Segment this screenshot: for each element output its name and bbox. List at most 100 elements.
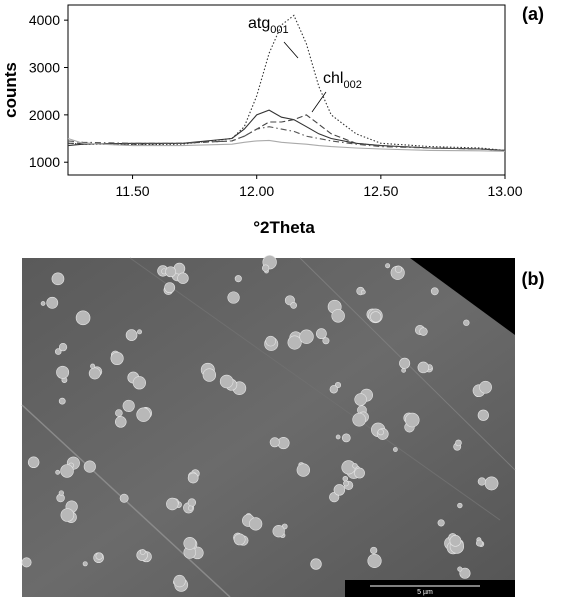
particle xyxy=(477,409,489,421)
particle xyxy=(394,265,403,273)
particle xyxy=(110,351,124,365)
particle xyxy=(310,558,322,570)
sem-image: 5 µm xyxy=(21,255,516,597)
particle xyxy=(272,525,285,538)
annotation-subscript: 001 xyxy=(270,24,288,36)
particle xyxy=(166,497,179,511)
x-tick-label: 13.00 xyxy=(487,183,522,199)
annotation-leader xyxy=(311,91,327,113)
particle xyxy=(234,275,242,283)
particle xyxy=(187,472,199,484)
particle xyxy=(367,553,382,568)
particle xyxy=(60,464,74,478)
particle xyxy=(90,363,96,369)
particle xyxy=(136,407,151,422)
particle xyxy=(165,266,177,278)
plot-frame xyxy=(67,4,506,176)
particle xyxy=(352,463,358,469)
particle xyxy=(187,498,197,507)
particle xyxy=(341,433,351,443)
particle xyxy=(475,539,483,547)
data-line xyxy=(67,14,506,151)
annotation-text: atg xyxy=(248,15,270,32)
sem-streak xyxy=(129,257,501,521)
particle xyxy=(27,456,40,468)
particle xyxy=(55,469,61,475)
panel-label: (b) xyxy=(522,269,545,289)
particle xyxy=(354,467,365,479)
particle xyxy=(202,368,217,382)
particle xyxy=(360,289,366,295)
y-tick-label: 1000 xyxy=(29,154,60,170)
sem-edge xyxy=(410,258,515,335)
particle xyxy=(249,517,263,531)
x-tick-label: 11.50 xyxy=(116,183,150,199)
particle xyxy=(46,296,59,309)
particle xyxy=(164,282,176,294)
particle xyxy=(342,475,349,482)
particle xyxy=(299,329,314,344)
particle xyxy=(463,319,470,326)
particle xyxy=(21,557,32,568)
particle xyxy=(82,561,88,567)
particle xyxy=(484,476,499,491)
particle xyxy=(58,397,66,405)
particle xyxy=(125,329,138,341)
annotation-leader xyxy=(283,41,299,59)
annotation-subscript: 002 xyxy=(343,79,361,91)
particle xyxy=(187,505,194,511)
particle xyxy=(173,574,186,588)
sem-background xyxy=(22,258,515,597)
x-tick-label: 12.50 xyxy=(363,183,398,199)
particle xyxy=(132,376,146,390)
particle xyxy=(54,348,62,355)
particle xyxy=(122,399,135,412)
particle xyxy=(265,335,276,347)
particle xyxy=(393,447,398,452)
annotation: atg001 xyxy=(248,15,289,36)
particle xyxy=(455,439,462,447)
annotation: chl002 xyxy=(323,70,362,91)
particle xyxy=(219,374,234,389)
particle xyxy=(137,329,142,335)
particle xyxy=(233,533,246,546)
particle xyxy=(75,310,91,326)
particle xyxy=(404,412,420,428)
y-tick-label: 4000 xyxy=(29,12,60,28)
y-tick-label: 3000 xyxy=(29,60,60,76)
particle xyxy=(56,365,70,379)
particle xyxy=(183,537,197,550)
particle xyxy=(430,287,439,296)
y-axis-title: counts xyxy=(1,62,20,118)
data-line xyxy=(68,114,506,151)
particle xyxy=(227,291,240,304)
particle xyxy=(83,460,96,473)
particle xyxy=(370,311,382,323)
particle xyxy=(269,437,280,448)
particle xyxy=(51,272,65,286)
particle xyxy=(139,549,146,555)
particle xyxy=(60,508,75,522)
particle xyxy=(479,380,492,394)
particle xyxy=(459,567,471,579)
particle xyxy=(287,335,302,350)
particle xyxy=(377,428,384,436)
particle xyxy=(401,368,406,373)
particle xyxy=(88,367,101,380)
particle xyxy=(115,416,127,428)
y-tick-label: 2000 xyxy=(29,107,60,123)
particle xyxy=(335,434,341,440)
particle xyxy=(95,552,103,560)
particle xyxy=(419,327,428,336)
particle xyxy=(119,493,129,503)
particle xyxy=(354,393,367,406)
data-line xyxy=(67,137,506,152)
particle xyxy=(385,263,391,269)
particle xyxy=(477,477,486,486)
particle xyxy=(417,361,430,374)
particle xyxy=(331,309,345,323)
particle xyxy=(352,412,367,427)
x-tick-label: 12.00 xyxy=(239,183,274,199)
particle xyxy=(449,534,462,547)
